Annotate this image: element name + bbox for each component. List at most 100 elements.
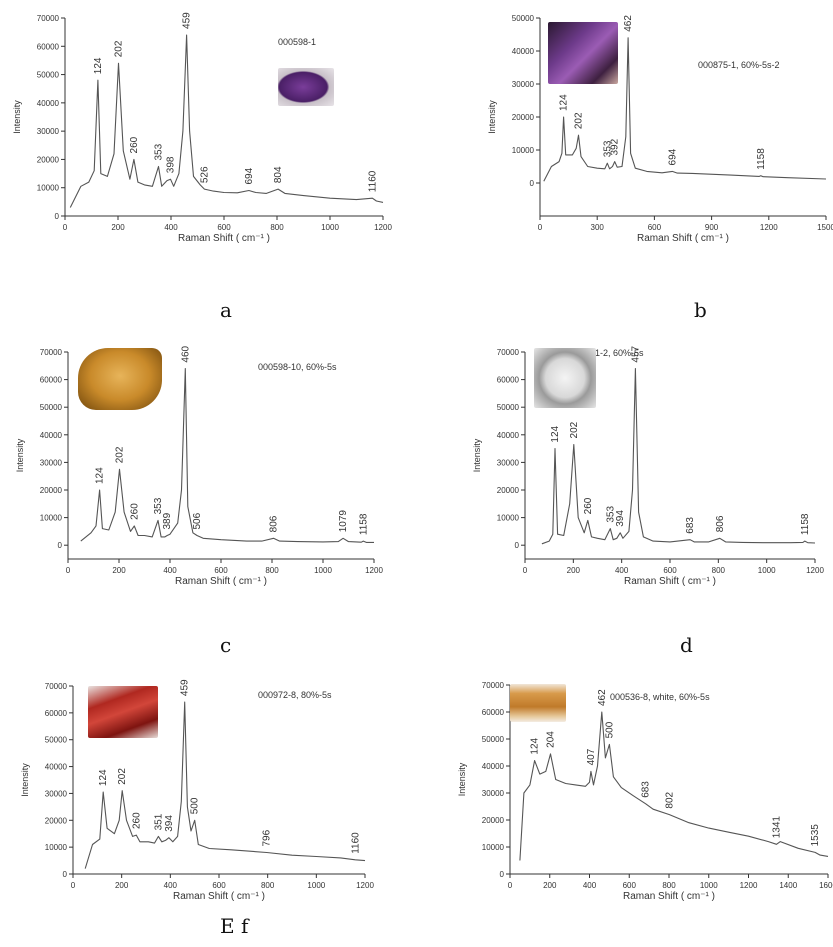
subcaption-c: c [220,633,232,657]
y-axis-label: Intensity [20,763,30,797]
subcaption-a: a [220,298,232,322]
spectrum-line [541,368,816,545]
y-tick-label: 10000 [37,184,60,193]
peak-label: 260 [583,497,594,514]
y-tick-label: 0 [500,870,505,879]
y-tick-label: 40000 [482,762,505,771]
y-tick-label: 70000 [45,682,68,691]
x-tick-label: 800 [270,223,284,232]
peak-label: 353 [154,143,165,160]
spectrum-line [69,34,384,208]
x-tick-label: 300 [591,223,605,232]
x-tick-label: 0 [63,223,68,232]
peak-label: 694 [244,167,255,184]
y-tick-label: 20000 [512,113,535,122]
peak-label: 389 [162,512,173,529]
y-tick-label: 0 [530,179,535,188]
y-tick-label: 70000 [482,681,505,690]
y-tick-label: 30000 [40,458,63,467]
subcaption-ef: E f [220,914,249,938]
y-tick-label: 30000 [45,789,68,798]
x-tick-label: 1200 [760,223,778,232]
y-tick-label: 50000 [40,403,63,412]
y-tick-label: 20000 [497,486,520,495]
chart-panel-e: 0 10000 20000 30000 40000 50000 60000 70000 0 200… [0,679,400,920]
y-tick-label: 30000 [497,458,520,467]
x-tick-label: 200 [543,881,557,890]
x-tick-label: 1400 [779,881,797,890]
peak-label: 802 [664,791,675,808]
x-axis-label: Raman Shift ( cm⁻¹ ) [178,233,270,244]
x-axis-label: Raman Shift ( cm⁻¹ ) [173,891,265,902]
y-tick-label: 60000 [497,376,520,385]
peak-label: 459 [182,12,193,29]
x-tick-label: 600 [214,566,228,575]
x-tick-label: 1000 [314,566,332,575]
x-tick-label: 200 [567,566,581,575]
subcaption-d: d [680,633,693,657]
peak-label: 202 [115,446,126,463]
x-tick-label: 1200 [806,566,824,575]
peak-label: 1160 [367,170,378,192]
peak-label: 462 [597,689,608,706]
x-tick-label: 0 [508,881,513,890]
peak-label: 124 [530,737,541,754]
chart-panel-b: 0 10000 20000 30000 40000 50000 0 300 600 900 1200… [470,0,833,280]
peak-label: 124 [559,94,570,111]
x-tick-label: 1000 [758,566,776,575]
y-tick-label: 10000 [40,514,63,523]
subcaption-b: b [694,298,707,322]
y-tick-label: 60000 [37,42,60,51]
peak-label: 462 [623,15,634,32]
y-tick-label: 20000 [482,816,505,825]
x-tick-label: 1200 [365,566,383,575]
y-tick-label: 10000 [45,843,68,852]
y-tick-label: 50000 [512,14,535,23]
peak-label: 394 [164,815,175,832]
y-axis-label: Intensity [15,438,25,472]
spectrum-line [84,701,366,869]
peak-label: 526 [199,166,210,183]
sample-photo-c [78,348,162,410]
sample-photo-d [534,348,596,408]
sample-photo-e [88,686,158,738]
y-tick-label: 40000 [512,47,535,56]
x-tick-label: 200 [115,881,129,890]
peak-label: 124 [98,769,109,786]
peak-label: 683 [641,781,652,798]
x-tick-label: 0 [71,881,76,890]
y-tick-label: 20000 [40,486,63,495]
peak-label: 124 [93,57,104,74]
chart-panel-c: 0 10000 20000 30000 40000 50000 60000 70000 0 200… [0,340,400,620]
x-tick-label: 600 [648,223,662,232]
peak-label: 806 [715,515,726,532]
raman-chart-b: 0 10000 20000 30000 40000 50000 0 300 600 900 1200… [487,14,833,244]
y-tick-label: 60000 [482,708,505,717]
x-tick-label: 900 [705,223,719,232]
peak-label: 392 [610,138,621,155]
x-axis-label: Raman Shift ( cm⁻¹ ) [175,576,267,587]
raman-chart-c: 0 10000 20000 30000 40000 50000 60000 70000 0 200… [15,345,383,587]
y-tick-label: 0 [55,212,60,221]
peak-label: 202 [569,421,580,438]
peak-label: 459 [180,679,191,696]
peak-label: 407 [586,748,597,765]
x-tick-label: 400 [164,223,178,232]
y-tick-label: 20000 [37,155,60,164]
y-tick-label: 60000 [40,376,63,385]
x-tick-label: 600 [623,881,637,890]
peak-label: 394 [615,510,626,527]
peak-label: 353 [605,506,616,523]
raman-chart-a: 0 10000 20000 30000 40000 50000 60000 70000 0 200… [12,12,392,244]
sample-label: 000875-1, 60%-5s-2 [698,60,780,70]
x-tick-label: 1200 [356,881,374,890]
peak-label: 506 [192,512,203,529]
x-tick-label: 0 [538,223,543,232]
sample-photo-a [278,68,334,106]
y-tick-label: 70000 [497,348,520,357]
peak-label: 1158 [800,513,811,535]
peak-label: 460 [180,345,191,362]
x-tick-label: 0 [66,566,71,575]
x-tick-label: 200 [111,223,125,232]
